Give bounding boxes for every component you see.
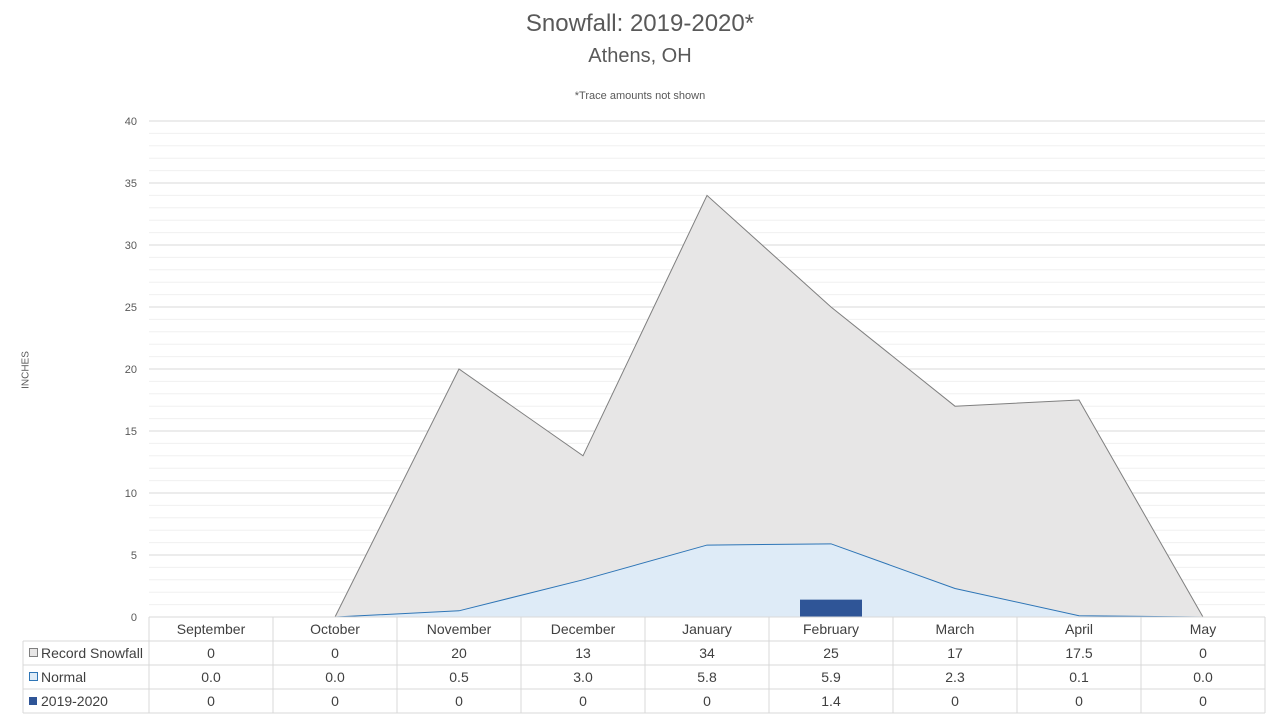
y-tick-label: 0 [131, 612, 137, 624]
table-value: 0.5 [449, 669, 469, 685]
table-value: 5.8 [697, 669, 717, 685]
x-tick-label: March [936, 621, 975, 637]
table-value: 2.3 [945, 669, 965, 685]
table-value: 25 [823, 645, 839, 661]
legend-label: 2019-2020 [41, 693, 108, 709]
table-value: 0 [1199, 645, 1207, 661]
table-value: 0.1 [1069, 669, 1089, 685]
table-value: 17 [947, 645, 963, 661]
table-value: 0 [579, 693, 587, 709]
table-value: 0.0 [201, 669, 221, 685]
legend-key-2019-2020 [29, 697, 37, 705]
table-value: 0 [207, 693, 215, 709]
x-tick-label: December [551, 621, 616, 637]
table-value: 0 [331, 645, 339, 661]
table-value: 20 [451, 645, 467, 661]
x-tick-label: October [310, 621, 360, 637]
x-tick-label: February [803, 621, 859, 637]
x-tick-label: January [682, 621, 732, 637]
table-value: 0 [455, 693, 463, 709]
chart-note: *Trace amounts not shown [574, 90, 706, 102]
bar-2019-2020-february [800, 599, 862, 617]
table-value: 0 [1075, 693, 1083, 709]
chart-title: Snowfall: 2019-2020* [525, 10, 755, 37]
legend-key-normal [29, 672, 38, 681]
series-line-normal [211, 543, 1204, 618]
table-value: 0.0 [325, 669, 345, 685]
table-value: 0 [703, 693, 711, 709]
x-tick-label: May [1190, 621, 1216, 637]
chart-subtitle: Athens, OH [588, 45, 692, 67]
table-value: 5.9 [821, 669, 841, 685]
y-tick-label: 30 [125, 240, 137, 252]
legend-key-record-snowfall [29, 648, 38, 657]
y-tick-label: 10 [125, 488, 137, 500]
series-line-record-snowfall [211, 194, 1204, 618]
y-tick-label: 20 [125, 364, 137, 376]
table-value: 0.0 [1193, 669, 1213, 685]
legend-label: Record Snowfall [41, 645, 143, 661]
x-tick-label: September [177, 621, 246, 637]
y-tick-label: 40 [125, 116, 137, 128]
y-tick-label: 15 [125, 426, 137, 438]
table-value: 17.5 [1065, 645, 1092, 661]
table-value: 0 [951, 693, 959, 709]
table-value: 0 [1199, 693, 1207, 709]
x-tick-label: April [1065, 621, 1093, 637]
legend-label: Normal [41, 669, 86, 685]
table-value: 0 [331, 693, 339, 709]
table-value: 34 [699, 645, 715, 661]
x-tick-label: November [427, 621, 492, 637]
table-value: 0 [207, 645, 215, 661]
table-value: 3.0 [573, 669, 593, 685]
y-tick-label: 5 [131, 550, 137, 562]
series-area-normal [211, 543, 1203, 617]
table-value: 13 [575, 645, 591, 661]
y-tick-label: 35 [125, 178, 137, 190]
series-area-record-snowfall [211, 195, 1203, 617]
table-value: 1.4 [821, 693, 841, 709]
y-tick-label: 25 [125, 302, 137, 314]
